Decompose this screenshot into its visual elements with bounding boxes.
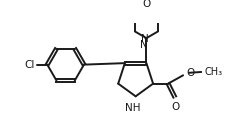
Text: N: N: [140, 40, 148, 50]
Text: N: N: [141, 34, 149, 44]
Text: O: O: [142, 0, 151, 9]
Text: NH: NH: [125, 103, 141, 113]
Text: Cl: Cl: [24, 60, 35, 70]
Text: CH₃: CH₃: [205, 67, 223, 77]
Text: O: O: [171, 102, 180, 112]
Text: O: O: [186, 68, 195, 78]
